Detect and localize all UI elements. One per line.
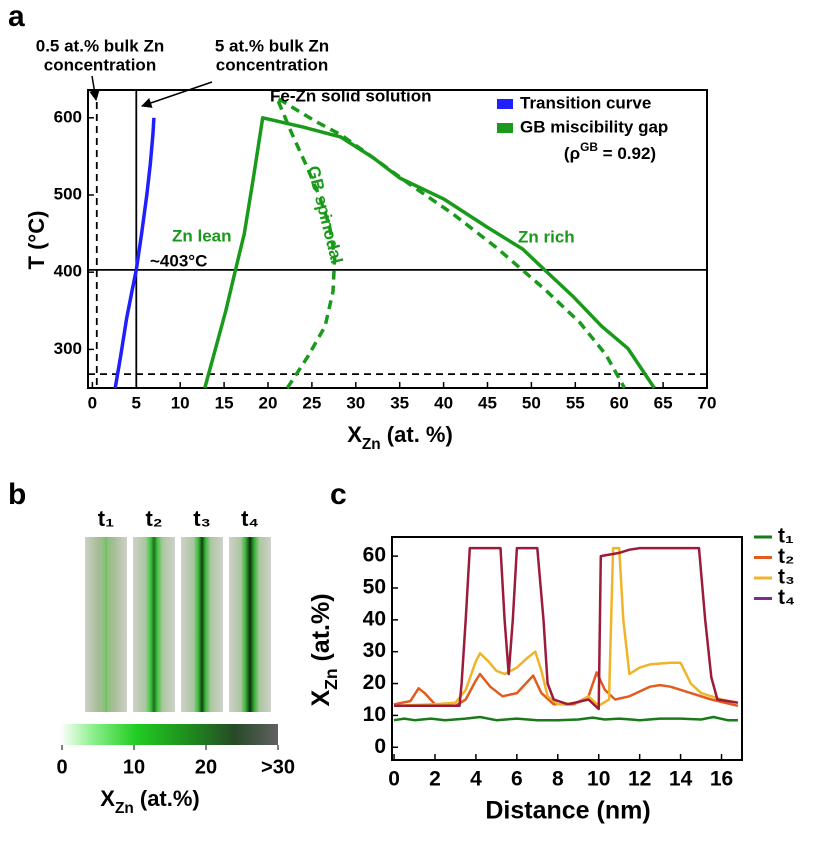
legend-swatch: [497, 123, 513, 133]
x-tick-label: 14: [669, 767, 693, 790]
y-tick-label: 30: [363, 639, 386, 662]
colorbar: [60, 724, 278, 745]
x-tick-label: 0: [388, 767, 400, 790]
y-axis-label: T (°C): [24, 211, 49, 270]
annotation: 5 at.% bulk Zn: [215, 36, 329, 55]
x-tick-label: 50: [522, 394, 541, 413]
x-tick-label: 5: [132, 394, 141, 413]
colorbar-tick-label: 10: [123, 756, 145, 778]
y-tick-label: 50: [363, 576, 386, 599]
annotation: concentration: [216, 55, 328, 74]
strip-image: [181, 537, 223, 712]
x-tick-label: 60: [610, 394, 629, 413]
series-line: [393, 546, 739, 708]
series-line: [203, 116, 656, 389]
annotation-arrow: [141, 81, 213, 108]
strip-image: [229, 537, 271, 712]
legend-label: t₂: [778, 545, 794, 568]
series-line: [113, 117, 156, 389]
label-part: = 0.92): [598, 144, 656, 163]
x-axis-label: XZn (at. %): [347, 422, 453, 453]
x-axis-label: Distance (nm): [485, 797, 650, 825]
strip-label: t₂: [145, 506, 162, 531]
x-tick-label: 45: [478, 394, 497, 413]
label-part: GB: [580, 140, 598, 154]
y-axis-label: XZn (at.%): [307, 593, 341, 706]
annotation: concentration: [44, 55, 156, 74]
strip-label: t₃: [193, 506, 211, 531]
colorbar-tick-label: 20: [195, 756, 217, 778]
strip-image: [133, 537, 175, 712]
x-tick-label: 4: [470, 767, 482, 790]
y-tick-label: 10: [363, 703, 386, 726]
strip-label: t₄: [241, 506, 259, 531]
x-tick-label: 12: [628, 767, 651, 790]
x-tick-label: 35: [390, 394, 409, 413]
panel-label: b: [8, 478, 26, 511]
legend-label: t₁: [778, 525, 794, 548]
annotation: 0.5 at.% bulk Zn: [36, 36, 164, 55]
strip-label: t₁: [98, 506, 114, 531]
annotation: Zn rich: [518, 227, 575, 246]
label-part: X: [307, 690, 335, 707]
label-part: Zn: [321, 668, 341, 689]
legend-label: Transition curve: [520, 93, 651, 112]
x-tick-label: 70: [698, 394, 717, 413]
x-tick-label: 2: [429, 767, 441, 790]
label-part: (at.%): [307, 593, 335, 668]
plot-frame: [391, 536, 743, 761]
series-line: [393, 671, 739, 708]
x-tick-label: 25: [302, 394, 321, 413]
label-part: (at.%): [134, 786, 200, 811]
y-tick-label: 600: [54, 107, 82, 126]
series-line: [393, 715, 738, 722]
x-tick-label: 55: [566, 394, 585, 413]
label-part: (ρ: [564, 144, 580, 163]
x-tick-label: 0: [88, 394, 97, 413]
y-tick-label: 300: [54, 339, 82, 358]
legend-label: t₃: [778, 566, 795, 589]
y-tick-label: 400: [54, 262, 82, 281]
x-tick-label: 10: [587, 767, 610, 790]
panel-label: a: [8, 0, 25, 33]
x-tick-label: 15: [215, 394, 234, 413]
panel-label: c: [330, 478, 347, 511]
label-part: X: [100, 786, 115, 811]
y-tick-label: 40: [363, 607, 386, 630]
x-tick-label: 65: [654, 394, 673, 413]
y-tick-label: 60: [363, 544, 386, 567]
x-tick-label: 20: [259, 394, 278, 413]
x-tick-label: 30: [346, 394, 365, 413]
colorbar-label: XZn (at.%): [100, 786, 200, 817]
label-part: (at. %): [381, 422, 453, 447]
label-part: Zn: [115, 800, 134, 817]
annotation: Fe-Zn solid solution: [270, 86, 431, 105]
legend-label: GB miscibility gap: [520, 117, 668, 136]
annotation: GB spinodal: [304, 164, 347, 266]
y-tick-label: 0: [374, 735, 386, 758]
x-tick-label: 8: [552, 767, 564, 790]
x-tick-label: 10: [171, 394, 190, 413]
label-part: Zn: [362, 436, 381, 453]
annotation: ~403°C: [150, 251, 207, 270]
y-tick-label: 500: [54, 184, 82, 203]
series-line: [394, 546, 739, 711]
strip-image: [85, 537, 127, 712]
legend-swatch: [497, 99, 513, 109]
colorbar-tick-label: 0: [56, 756, 67, 778]
x-tick-label: 6: [511, 767, 523, 790]
y-tick-label: 20: [363, 671, 386, 694]
annotation: Zn lean: [172, 226, 232, 245]
legend-note: (ρGB = 0.92): [564, 140, 656, 163]
series-line: [275, 95, 627, 389]
legend-label: t₄: [778, 586, 795, 609]
plot-frame: [87, 89, 708, 389]
x-tick-label: 16: [710, 767, 733, 790]
x-tick-label: 40: [434, 394, 453, 413]
annotation-arrow: [89, 75, 100, 102]
colorbar-tick-label: >30: [261, 756, 295, 778]
label-part: X: [347, 422, 362, 447]
